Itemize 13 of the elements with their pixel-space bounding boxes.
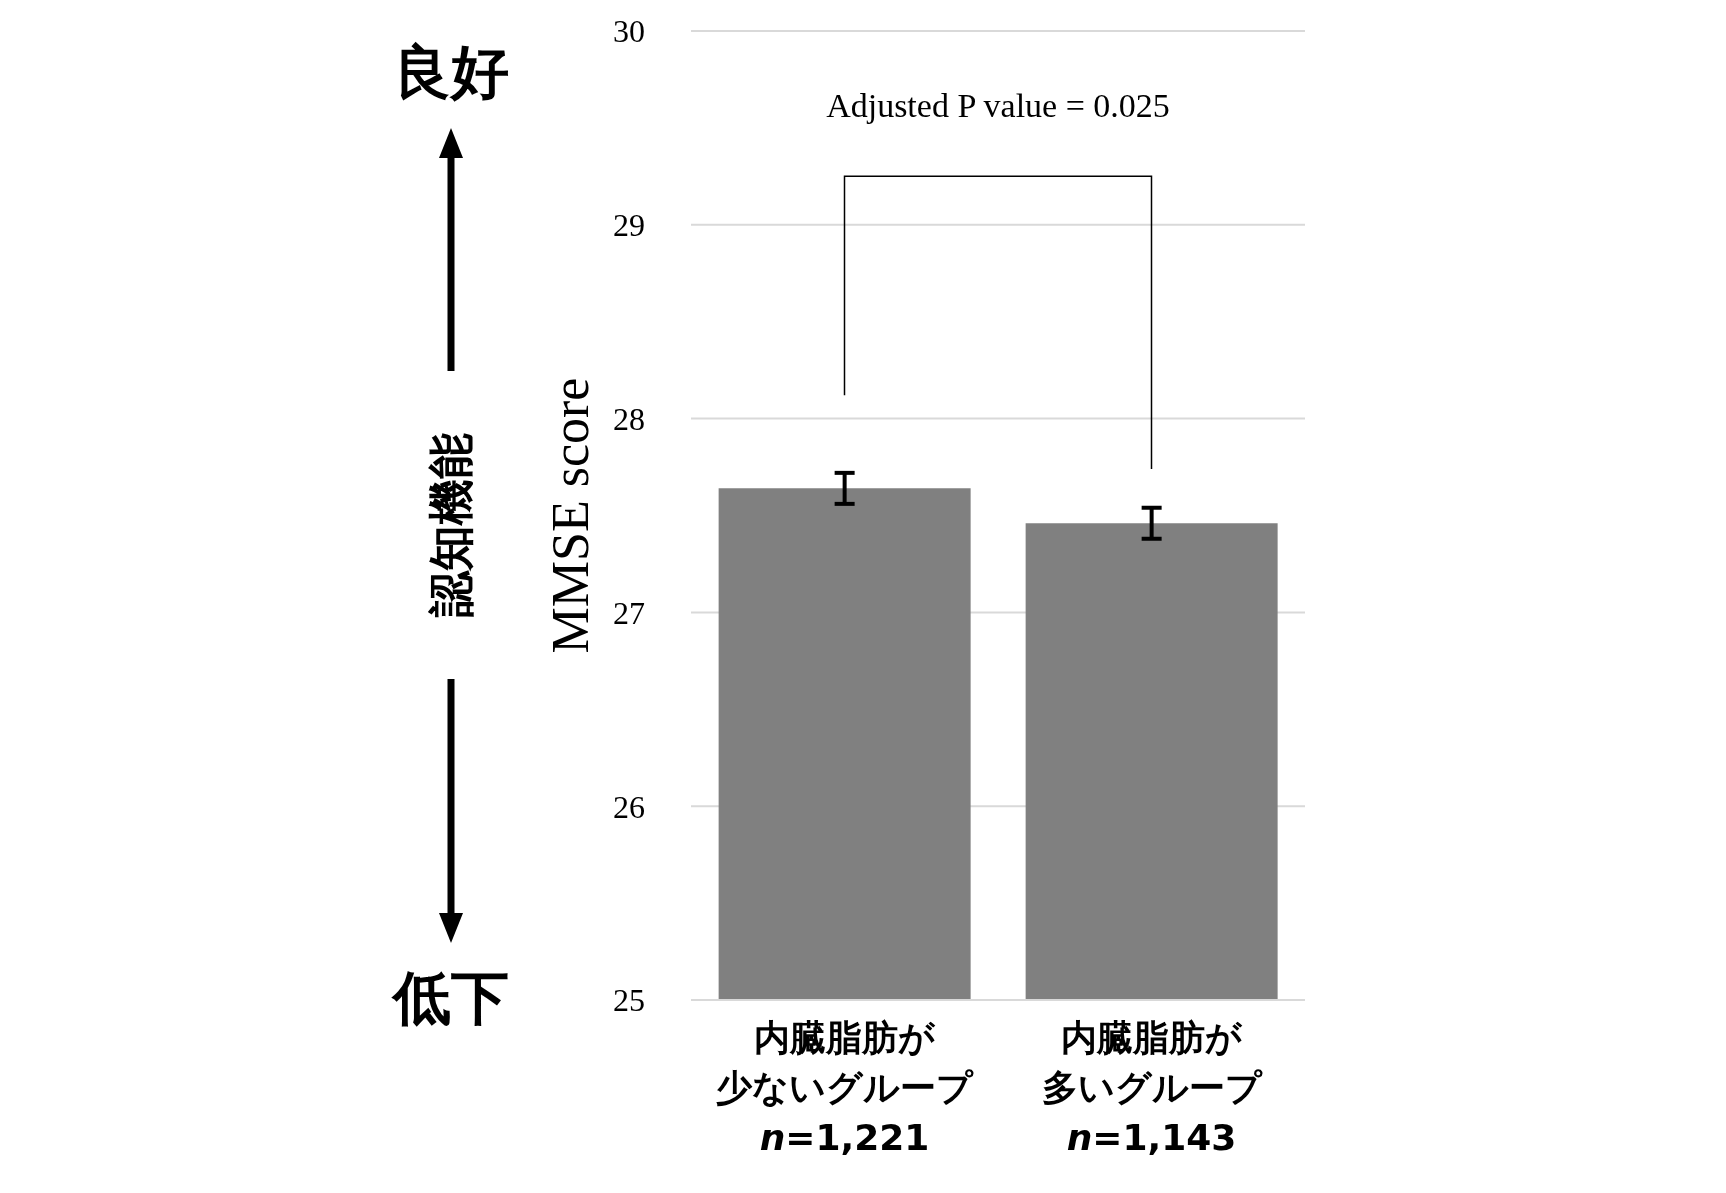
- y-tick-label: 28: [613, 400, 645, 437]
- y-axis-title: MMSE score: [541, 377, 599, 654]
- y-tick-label: 29: [613, 207, 645, 244]
- y-tick-label: 30: [613, 13, 645, 50]
- annotation: Adjusted P value = 0.025: [826, 86, 1170, 124]
- x-tick-label: 内臓脂肪が多いグループ n=1,143: [1041, 1017, 1263, 1158]
- text: 認知機能: [424, 433, 478, 618]
- text: 低下: [391, 964, 509, 1032]
- y-tick-label: 26: [613, 788, 645, 825]
- y-tick-label: 25: [613, 982, 645, 1019]
- y-tick-label: 27: [613, 594, 645, 631]
- x-tick-label: 内臓脂肪が少ないグループ n=1,221: [716, 1017, 974, 1158]
- text: 良好: [393, 38, 509, 106]
